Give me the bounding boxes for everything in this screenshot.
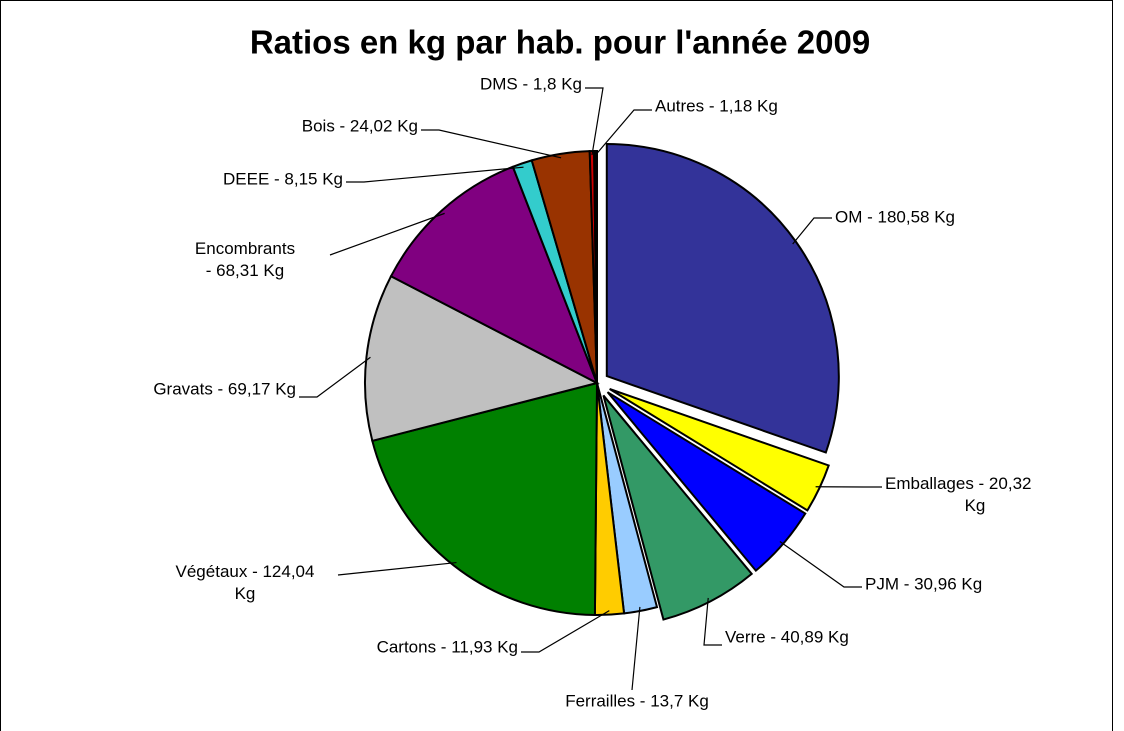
leader-line bbox=[792, 217, 832, 245]
leader-line bbox=[521, 610, 610, 653]
pie-slice bbox=[602, 394, 754, 621]
chart-title: Ratios en kg par hab. pour l'année 2009 bbox=[250, 24, 870, 61]
slice-label: Cartons - 11,93 Kg bbox=[377, 637, 518, 656]
slice-label: PJM - 30,96 Kg bbox=[865, 574, 982, 593]
pie-slice bbox=[364, 274, 600, 443]
slice-label: Bois - 24,02 Kg bbox=[302, 116, 418, 135]
leader-line bbox=[329, 212, 445, 256]
leader-line bbox=[299, 356, 371, 398]
slice-label: Encombrants - 68,31 Kg bbox=[195, 239, 295, 280]
slice-label: DEEE - 8,15 Kg bbox=[223, 169, 343, 188]
slice-label: Végétaux - 124,04 Kg bbox=[176, 562, 315, 603]
pie-slice bbox=[605, 143, 840, 454]
leader-line bbox=[337, 561, 457, 576]
leader-line bbox=[595, 109, 652, 156]
slice-label: Gravats - 69,17 Kg bbox=[153, 379, 296, 398]
slice-label: Ferrailles - 13,7 Kg bbox=[565, 691, 709, 710]
slice-label: Emballages - 20,32 Kg bbox=[885, 474, 1031, 515]
pie-slice bbox=[389, 165, 599, 386]
leader-line bbox=[421, 129, 562, 159]
leader-line bbox=[585, 87, 604, 156]
leader-line bbox=[779, 540, 862, 588]
leader-line bbox=[631, 606, 641, 691]
leader-line bbox=[703, 597, 722, 646]
leader-line bbox=[346, 166, 524, 183]
pie-slice bbox=[371, 381, 599, 617]
slice-label: DMS - 1,8 Kg bbox=[480, 74, 582, 93]
pie-slice bbox=[609, 388, 830, 512]
pie-slice bbox=[593, 149, 598, 384]
slice-label: Autres - 1,18 Kg bbox=[655, 96, 778, 115]
slice-label: Verre - 40,89 Kg bbox=[725, 627, 849, 646]
slice-label: OM - 180,58 Kg bbox=[835, 207, 955, 226]
